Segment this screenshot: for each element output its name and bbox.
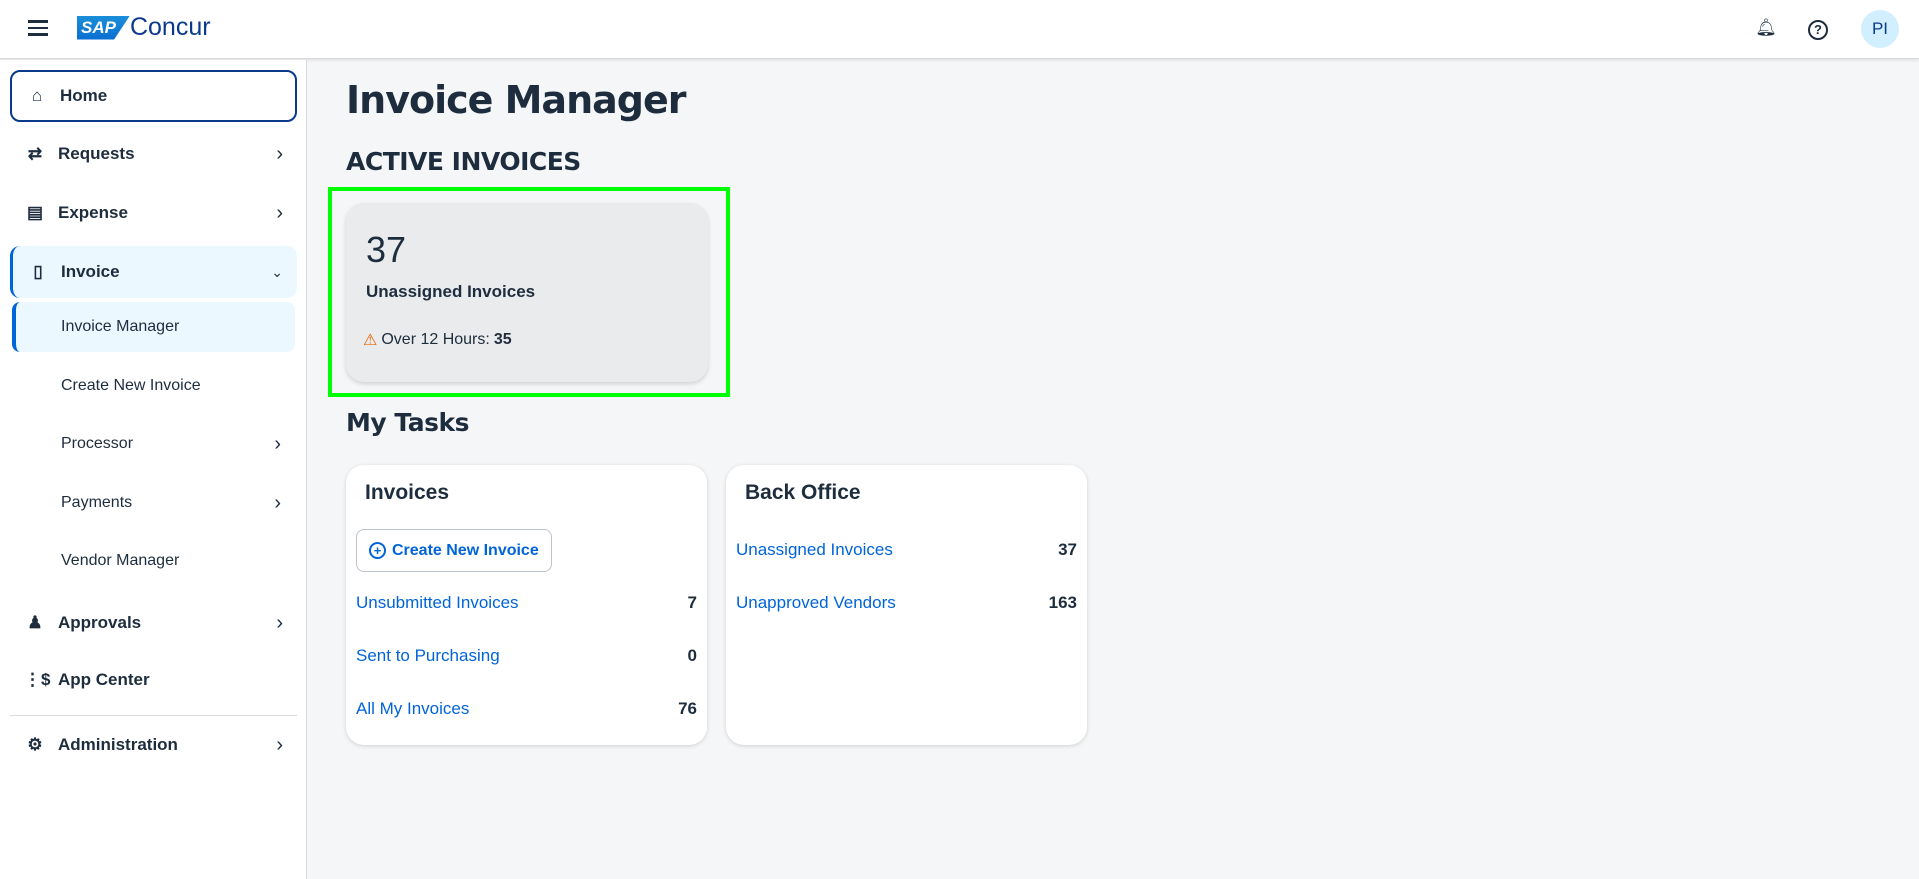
concur-logo-text: Concur bbox=[129, 13, 211, 41]
highlight-box bbox=[328, 187, 730, 397]
sidebar: ⌂ Home ⇄ Requests › ▤ Expense › ▯ Invoice ⌄ Inv… bbox=[0, 60, 307, 879]
document-icon: ▯ bbox=[33, 262, 43, 281]
chevron-down-icon: ⌄ bbox=[271, 263, 283, 280]
sidebar-item-invoice[interactable]: ▯ Invoice ⌄ bbox=[10, 246, 297, 298]
unsubmitted-invoices-link[interactable]: Unsubmitted Invoices bbox=[356, 593, 519, 612]
chevron-right-icon: › bbox=[276, 733, 283, 756]
sidebar-item-home[interactable]: ⌂ Home bbox=[10, 70, 297, 122]
button-label: Create New Invoice bbox=[392, 541, 539, 559]
top-header: SAP Concur 🔔︎ ? PI bbox=[0, 0, 1919, 59]
sap-logo: SAP bbox=[77, 15, 130, 40]
home-icon: ⌂ bbox=[31, 86, 43, 105]
count: 7 bbox=[687, 593, 697, 612]
app-center-icon: ⋮$ bbox=[24, 670, 51, 689]
kpi-label: Unassigned Invoices bbox=[366, 282, 536, 301]
list-item: Unsubmitted Invoices 7 bbox=[356, 593, 697, 613]
count: 76 bbox=[678, 699, 697, 718]
count: 0 bbox=[687, 646, 697, 665]
gears-icon: ⚙ bbox=[27, 735, 43, 754]
page-title: Invoice Manager bbox=[346, 78, 686, 122]
card-title: Invoices bbox=[365, 481, 450, 504]
sidebar-item-expense[interactable]: ▤ Expense › bbox=[10, 187, 297, 239]
chevron-right-icon: › bbox=[276, 201, 283, 224]
sidebar-item-approvals[interactable]: ♟ Approvals › bbox=[10, 597, 297, 649]
warning-value: 35 bbox=[493, 331, 512, 348]
list-item: All My Invoices 76 bbox=[356, 699, 697, 719]
sidebar-item-administration[interactable]: ⚙ Administration › bbox=[10, 719, 297, 771]
list-item: Unassigned Invoices 37 bbox=[736, 540, 1077, 560]
list-item: Sent to Purchasing 0 bbox=[356, 646, 697, 666]
sidebar-item-payments[interactable]: Payments › bbox=[12, 478, 295, 528]
help-icon[interactable]: ? bbox=[1808, 20, 1828, 40]
kpi-count: 37 bbox=[366, 229, 407, 270]
unapproved-vendors-link[interactable]: Unapproved Vendors bbox=[736, 593, 896, 612]
sap-concur-logo[interactable]: SAP Concur bbox=[77, 13, 211, 42]
card-title: Back Office bbox=[745, 481, 861, 504]
user-check-icon: ♟ bbox=[27, 613, 43, 632]
sidebar-item-label: App Center bbox=[58, 670, 150, 689]
avatar[interactable]: PI bbox=[1861, 10, 1899, 48]
back-office-card: Back Office Unassigned Invoices 37 Unappr… bbox=[726, 465, 1087, 745]
chevron-right-icon: › bbox=[276, 142, 283, 165]
sent-to-purchasing-link[interactable]: Sent to Purchasing bbox=[356, 646, 500, 665]
sidebar-item-requests[interactable]: ⇄ Requests › bbox=[10, 128, 297, 180]
sidebar-item-processor[interactable]: Processor › bbox=[12, 419, 295, 469]
count: 163 bbox=[1048, 593, 1077, 612]
sidebar-item-label: Create New Invoice bbox=[61, 377, 201, 394]
sidebar-item-label: Invoice bbox=[61, 262, 120, 281]
all-my-invoices-link[interactable]: All My Invoices bbox=[356, 699, 470, 718]
kpi-warning: ⚠ Over 12 Hours: 35 bbox=[363, 330, 512, 350]
count: 37 bbox=[1058, 540, 1077, 559]
sidebar-item-label: Home bbox=[60, 86, 108, 105]
sidebar-item-app-center[interactable]: ⋮$ App Center bbox=[10, 654, 297, 706]
sidebar-item-invoice-manager[interactable]: Invoice Manager bbox=[12, 302, 295, 352]
active-invoices-heading: ACTIVE INVOICES bbox=[346, 147, 581, 176]
sidebar-item-label: Expense bbox=[58, 203, 128, 222]
unassigned-invoices-link[interactable]: Unassigned Invoices bbox=[736, 540, 893, 559]
sidebar-item-vendor-manager[interactable]: Vendor Manager bbox=[12, 536, 295, 586]
my-tasks-heading: My Tasks bbox=[346, 408, 469, 437]
requests-icon: ⇄ bbox=[27, 144, 43, 163]
plus-circle-icon: + bbox=[369, 542, 386, 559]
warning-icon: ⚠ bbox=[363, 332, 378, 349]
chevron-right-icon: › bbox=[276, 611, 283, 634]
warning-label: Over 12 Hours: bbox=[381, 331, 490, 348]
list-item: Unapproved Vendors 163 bbox=[736, 593, 1077, 613]
expense-icon: ▤ bbox=[26, 203, 44, 222]
menu-icon[interactable] bbox=[28, 20, 48, 36]
chevron-right-icon: › bbox=[274, 491, 281, 514]
unassigned-invoices-tile[interactable]: 37 Unassigned Invoices ⚠ Over 12 Hours: … bbox=[346, 203, 708, 382]
sidebar-item-label: Payments bbox=[61, 494, 133, 511]
sidebar-item-label: Processor bbox=[61, 435, 134, 452]
divider bbox=[10, 715, 297, 716]
chevron-right-icon: › bbox=[274, 432, 281, 455]
sidebar-item-label: Vendor Manager bbox=[61, 552, 180, 569]
sidebar-item-label: Invoice Manager bbox=[61, 318, 180, 335]
sidebar-item-label: Requests bbox=[58, 144, 135, 163]
bell-icon[interactable]: 🔔︎ bbox=[1755, 18, 1777, 37]
sidebar-item-label: Approvals bbox=[58, 613, 142, 632]
sidebar-item-create-new-invoice[interactable]: Create New Invoice bbox=[12, 361, 295, 411]
create-new-invoice-button[interactable]: + Create New Invoice bbox=[356, 529, 552, 572]
sidebar-item-label: Administration bbox=[58, 735, 178, 754]
invoices-card: Invoices + Create New Invoice Unsubmitted… bbox=[346, 465, 707, 745]
